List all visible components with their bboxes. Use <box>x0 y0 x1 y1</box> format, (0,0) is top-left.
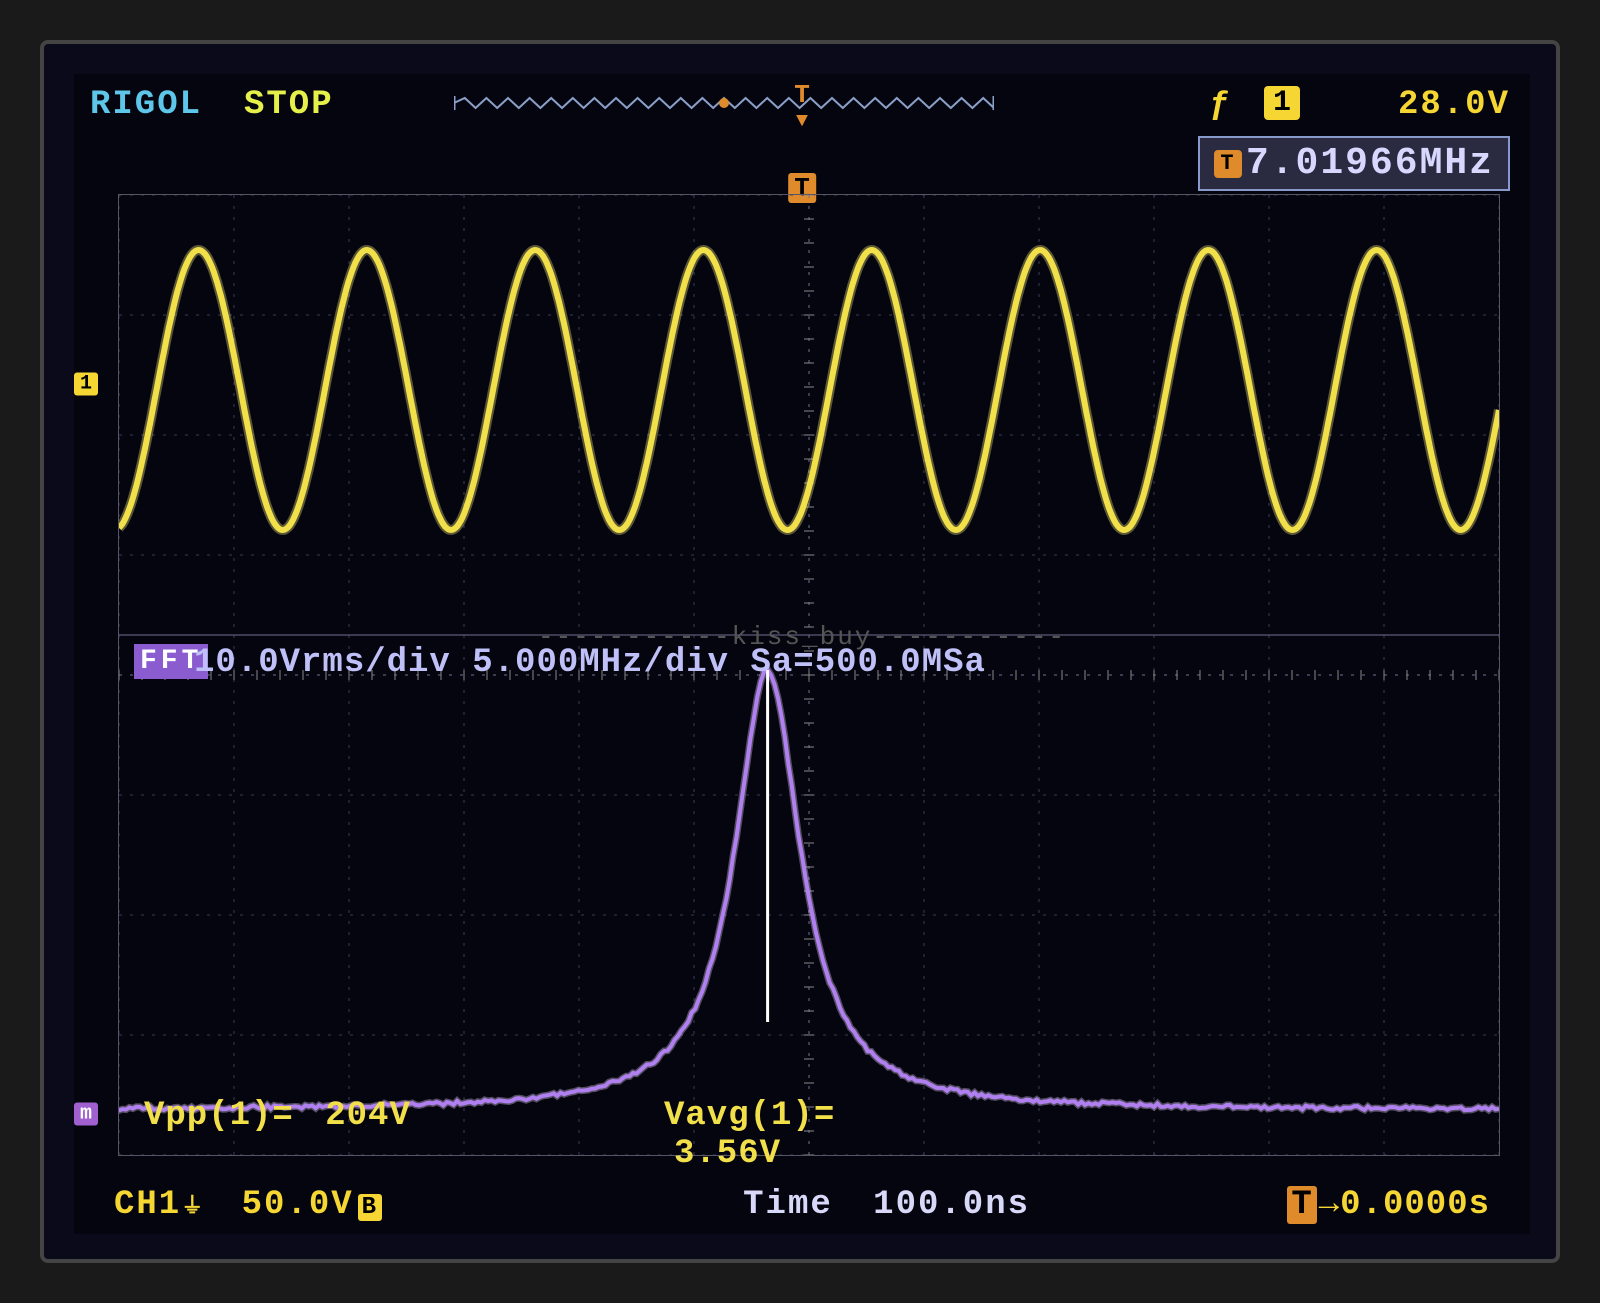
vavg-label: Vavg(1)= <box>664 1097 835 1135</box>
cursor-frequency-readout: T7.01966MHz <box>1198 136 1510 191</box>
bandwidth-limit-badge: B <box>358 1194 382 1221</box>
math-ground-marker: m <box>74 1103 98 1126</box>
time-scale: 100.0ns <box>873 1186 1030 1224</box>
cursor-frequency-value: 7.01966MHz <box>1246 142 1494 185</box>
trigger-position-readout: T→0.0000s <box>1287 1186 1490 1224</box>
vpp-value: 204V <box>325 1097 411 1135</box>
ch1-label: CH1 <box>114 1186 181 1224</box>
memory-depth-bar <box>454 94 994 112</box>
trigger-edge-icon: ƒ <box>1210 86 1230 124</box>
vpp-label: Vpp(1)= <box>144 1097 294 1135</box>
ch1-coupling-icon: ⏚ <box>181 1195 205 1220</box>
bottom-status-bar: CH1⏚ 50.0VB Time 100.0ns T→0.0000s <box>74 1176 1530 1224</box>
brand-label: RIGOL <box>90 86 202 124</box>
oscilloscope-screen: RIGOL STOP ƒ 1 28.0V T7.01966MHz T ▼ T 1… <box>74 74 1530 1234</box>
trigger-position-value: 0.0000s <box>1340 1186 1490 1224</box>
channel-1-readout: CH1⏚ 50.0VB <box>114 1186 382 1224</box>
trigger-position-marker: T ▼ T <box>788 80 816 203</box>
trigger-t-badge: T <box>1287 1186 1316 1224</box>
vavg-value: 3.56V <box>674 1135 781 1173</box>
time-label: Time <box>743 1186 833 1224</box>
trigger-source-badge: 1 <box>1264 86 1300 120</box>
channel-1-ground-marker: 1 <box>74 373 98 396</box>
trigger-level: 28.0V <box>1398 86 1510 124</box>
ch1-scale: 50.0V <box>242 1186 354 1224</box>
run-state: STOP <box>244 86 334 124</box>
fft-scale-readout: 10.0Vrms/div 5.000MHz/div Sa=500.0MSa <box>194 644 986 682</box>
cursor-t-badge: T <box>1214 150 1242 178</box>
timebase-readout: Time 100.0ns <box>743 1186 1030 1224</box>
trigger-arrow-down-icon: ▼ <box>788 110 816 133</box>
bezel: RIGOL STOP ƒ 1 28.0V T7.01966MHz T ▼ T 1… <box>40 40 1560 1263</box>
trigger-t-top: T <box>788 80 816 110</box>
measurement-readout: Vpp(1)= 204V Vavg(1)= 3.56V <box>144 1097 411 1135</box>
trigger-arrow-icon: → <box>1319 1186 1340 1224</box>
